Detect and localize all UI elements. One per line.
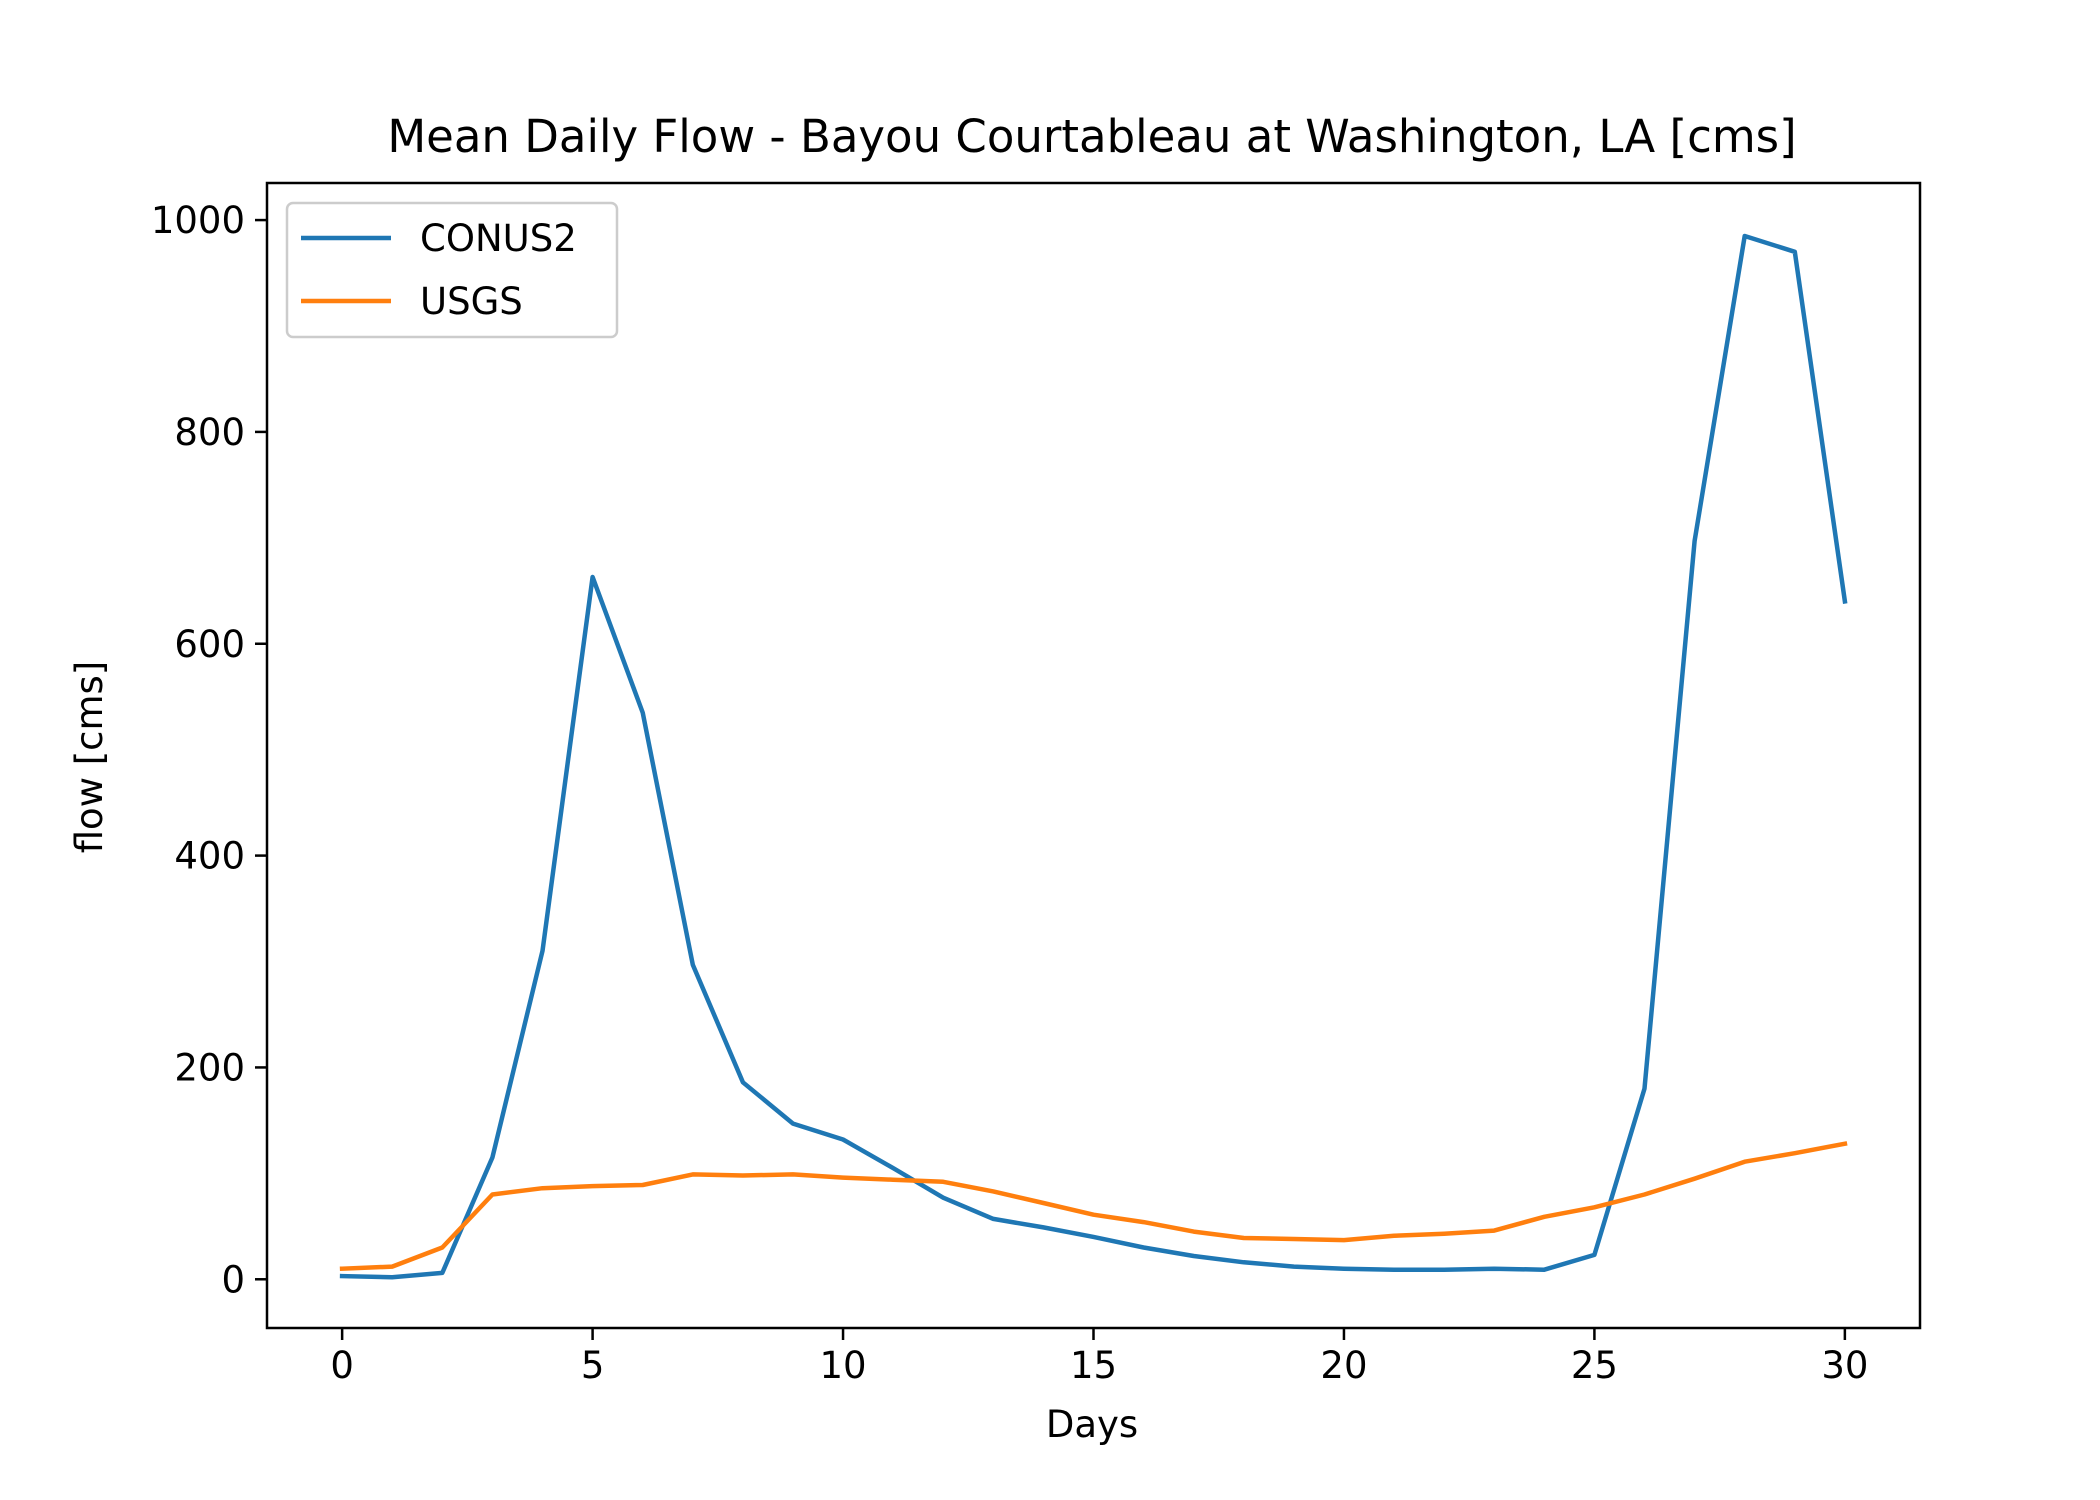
y-tick-label: 200 [174, 1046, 245, 1089]
legend: CONUS2 USGS [285, 201, 619, 339]
legend-label-usgs: USGS [420, 280, 523, 323]
x-tick-label: 0 [330, 1344, 354, 1387]
y-axis-label: flow [cms] [68, 661, 111, 854]
chart-title: Mean Daily Flow - Bayou Courtableau at W… [387, 110, 1796, 163]
y-tick-label: 400 [174, 835, 245, 878]
plot-area: 0 5 10 15 20 25 30 0 200 400 600 800 1000 [151, 181, 1922, 1387]
x-tick-label: 30 [1821, 1344, 1868, 1387]
y-tick-label: 800 [174, 411, 245, 454]
x-tick-label: 10 [819, 1344, 866, 1387]
x-axis-label: Days [1046, 1403, 1138, 1446]
y-tick-label: 600 [174, 623, 245, 666]
y-tick-label: 0 [221, 1258, 245, 1301]
y-tick-label: 1000 [151, 199, 245, 242]
series-line-usgs [339, 1141, 1848, 1272]
x-tick-label: 25 [1571, 1344, 1618, 1387]
series-line-conus2 [339, 233, 1848, 1280]
x-tick-label: 5 [581, 1344, 605, 1387]
x-tick-label: 15 [1070, 1344, 1117, 1387]
legend-label-conus2: CONUS2 [420, 217, 577, 260]
x-tick-label: 20 [1320, 1344, 1367, 1387]
